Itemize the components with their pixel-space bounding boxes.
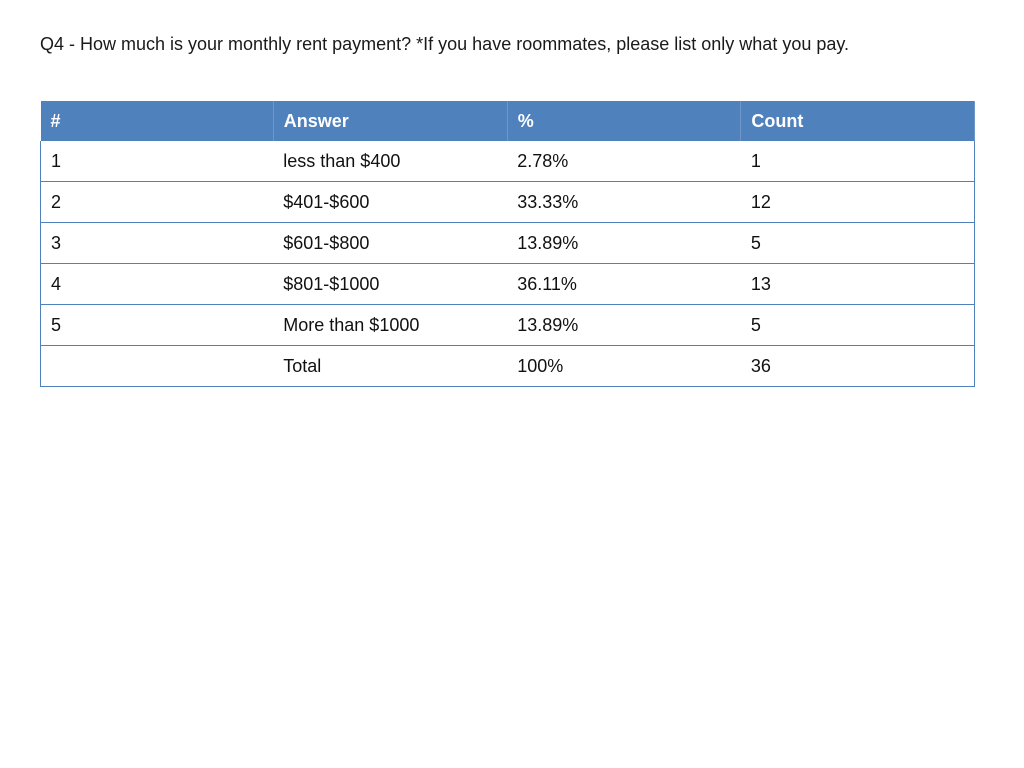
table-row: 3 $601-$800 13.89% 5 [40,222,975,264]
table-row: 2 $401-$600 33.33% 12 [40,181,975,223]
total-label: Total [273,345,508,387]
table-cell [40,345,274,387]
table-row: 1 less than $400 2.78% 1 [40,141,975,182]
table-cell: $801-$1000 [273,263,508,305]
table-cell: 2.78% [507,141,741,182]
header-cell: % [507,101,742,141]
table-cell: 2 [40,181,274,223]
table-body: 1 less than $400 2.78% 1 2 $401-$600 33.33% 12 3… [40,141,975,387]
total-row: Total 100% 36 [40,345,975,387]
table-cell: 13 [740,263,975,305]
header-cell: # [40,101,274,141]
table-cell: 13.89% [507,304,741,346]
table-cell: 5 [40,304,274,346]
table-row: 5 More than $1000 13.89% 5 [40,304,975,346]
table-cell: 33.33% [507,181,741,223]
table-cell: 3 [40,222,274,264]
table-cell: 4 [40,263,274,305]
table-cell: $601-$800 [273,222,508,264]
header-cell: Count [740,101,975,141]
table-cell: 13.89% [507,222,741,264]
table-cell: 12 [740,181,975,223]
table-cell: More than $1000 [273,304,508,346]
header-cell: Answer [273,101,508,141]
table-row: 4 $801-$1000 36.11% 13 [40,263,975,305]
table-cell: 1 [40,141,274,182]
total-count: 36 [740,345,975,387]
table-cell: 1 [740,141,975,182]
question-title: Q4 - How much is your monthly rent payme… [40,34,850,54]
results-table: # Answer% Count 1 less than $400 2.78% 1 2 $401… [40,101,975,387]
header-row: # Answer% Count [40,101,975,141]
table-cell: $401-$600 [273,181,508,223]
total-percent: 100% [507,345,741,387]
table-cell: 5 [740,304,975,346]
table-cell: less than $400 [273,141,508,182]
table-cell: 36.11% [507,263,741,305]
table-cell: 5 [740,222,975,264]
